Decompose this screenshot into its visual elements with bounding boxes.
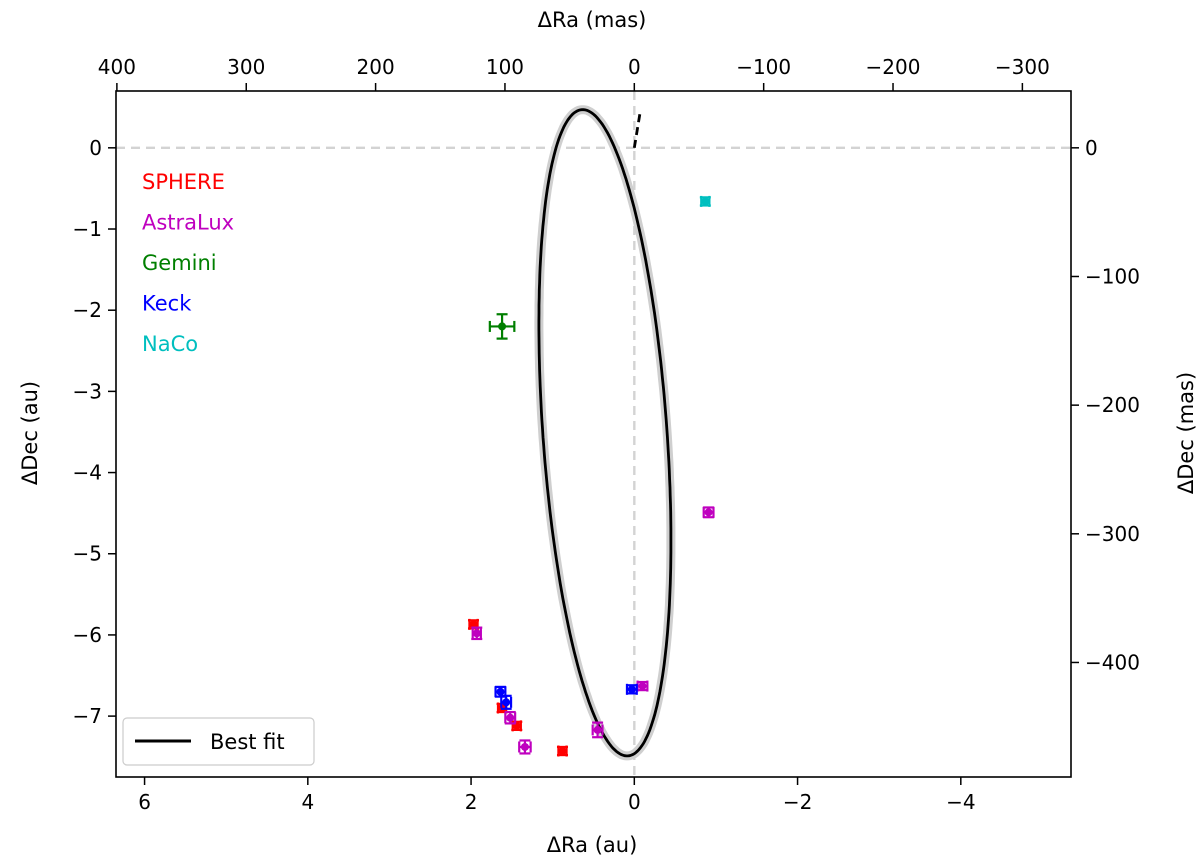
gemini-marker [498, 322, 507, 331]
y-axis-label-right: ΔDec (mas) [1174, 372, 1198, 494]
astralux-marker [506, 713, 515, 722]
astralux-point-5 [636, 680, 649, 692]
data-points [468, 195, 715, 757]
y-tick-label-right: 0 [1085, 136, 1098, 160]
gemini-point-1 [488, 313, 516, 340]
astralux-marker [704, 508, 713, 517]
x-tick-label-top: 0 [628, 55, 641, 79]
keck-marker [502, 698, 511, 707]
legend-item-naco: NaCo [142, 332, 198, 356]
x-tick-label-top: 200 [357, 55, 395, 79]
astralux-point-3 [518, 739, 532, 755]
x-tick-label-top: −300 [995, 55, 1050, 79]
legend-item-keck: Keck [142, 292, 192, 316]
best-fit-legend: Best fit [122, 717, 315, 766]
best-fit-legend-box [122, 717, 315, 766]
y-tick-label-left: −6 [73, 623, 102, 647]
keck-point-1 [494, 685, 507, 698]
x-tick-label-bottom: −4 [946, 790, 975, 814]
y-tick-label-left: −4 [73, 461, 102, 485]
orbit-uncertainty-band [534, 105, 676, 761]
x-tick-label-bottom: 2 [465, 790, 478, 814]
astralux-point-6 [702, 506, 715, 519]
naco-marker [701, 197, 710, 206]
y-tick-label-left: −1 [73, 217, 102, 241]
legend-item-astralux: AstraLux [142, 211, 234, 235]
y-tick-label-right: −300 [1085, 522, 1140, 546]
x-axis-label-bottom: ΔRa (au) [547, 833, 638, 857]
sphere-marker [558, 747, 567, 756]
reference-lines [116, 91, 1071, 777]
keck-point-2 [500, 694, 513, 710]
sphere-point-4 [556, 745, 568, 757]
instrument-legend: SPHERE AstraLux Gemini Keck NaCo [142, 170, 234, 356]
y-tick-label-left: −7 [73, 704, 102, 728]
y-tick-label-right: −200 [1085, 393, 1140, 417]
best-fit-orbit [537, 108, 673, 758]
y-tick-label-left: 0 [89, 136, 102, 160]
plot-frame [115, 90, 1072, 778]
node-line [632, 112, 642, 149]
x-tick-label-top: 100 [486, 55, 524, 79]
keck-marker [496, 687, 505, 696]
x-tick-label-bottom: 4 [301, 790, 314, 814]
best-fit-legend-label: Best fit [210, 730, 285, 754]
x-tick-label-top: 400 [98, 55, 136, 79]
y-tick-label-left: −5 [73, 542, 102, 566]
keck-point-3 [625, 683, 638, 695]
y-tick-label-left: −3 [73, 379, 102, 403]
sphere-point-3 [511, 720, 523, 732]
x-tick-label-top: −200 [866, 55, 921, 79]
astralux-marker [593, 725, 602, 734]
legend-item-gemini: Gemini [142, 251, 217, 275]
astralux-point-1 [471, 626, 483, 641]
x-tick-label-top: 300 [227, 55, 265, 79]
y-tick-label-right: −400 [1085, 650, 1140, 674]
astralux-point-2 [504, 710, 517, 725]
astralux-marker [520, 742, 529, 751]
y-tick-label-right: −100 [1085, 264, 1140, 288]
sphere-marker [469, 620, 478, 629]
keck-marker [627, 685, 636, 694]
legend-item-sphere: SPHERE [142, 170, 225, 194]
astralux-marker [638, 682, 647, 691]
astralux-marker [472, 629, 481, 638]
x-axis-label-top: ΔRa (mas) [538, 8, 647, 32]
x-tick-label-bottom: 6 [138, 790, 151, 814]
x-tick-label-top: −100 [736, 55, 791, 79]
axis-ticks: 6 4 2 0 −2 −4 0 −1 −2 −3 −4 −5 −6 −7 400 300 200 100 0 −100… [73, 55, 1140, 814]
x-tick-label-bottom: −2 [783, 790, 812, 814]
y-tick-label-left: −2 [73, 298, 102, 322]
x-tick-label-bottom: 0 [628, 790, 641, 814]
y-axis-label-left: ΔDec (au) [18, 381, 42, 485]
astralux-point-4 [591, 721, 604, 739]
naco-point-1 [699, 195, 711, 207]
orbit-layer [534, 105, 676, 761]
